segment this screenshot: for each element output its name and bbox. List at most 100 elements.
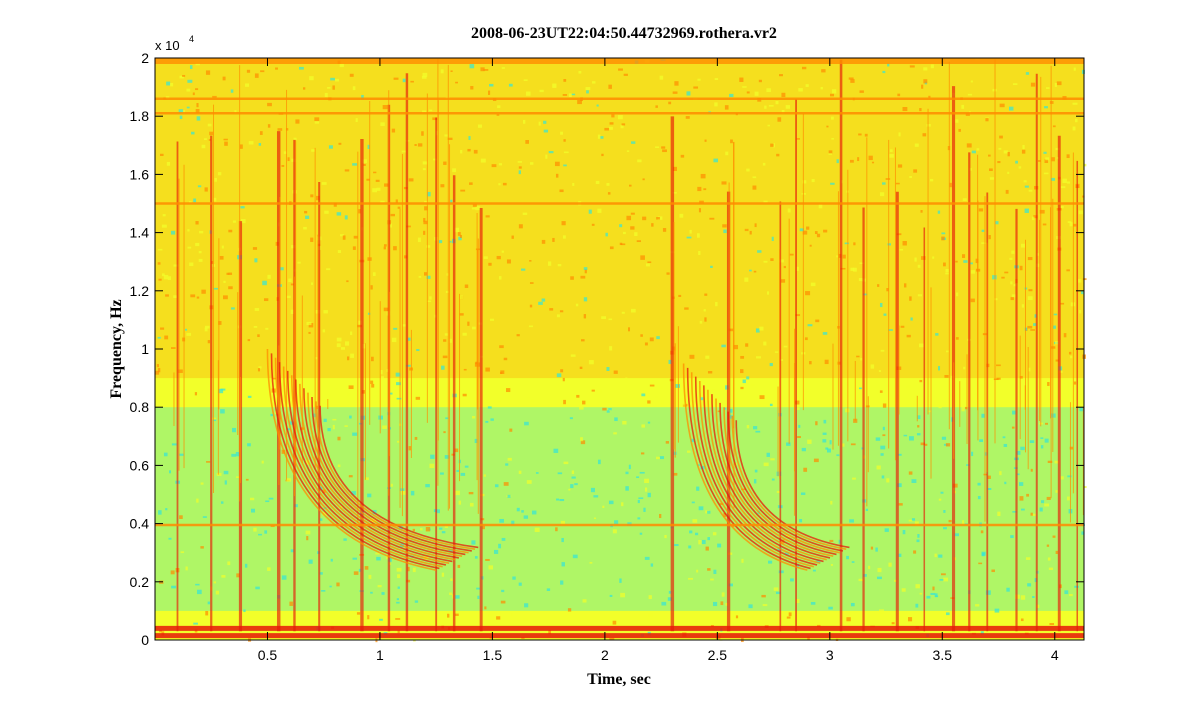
noise-speckle <box>754 469 758 473</box>
noise-speckle <box>1026 493 1030 497</box>
noise-speckle <box>508 83 513 87</box>
noise-speckle <box>568 93 572 97</box>
noise-speckle <box>498 183 501 186</box>
noise-speckle <box>721 592 725 597</box>
noise-speckle <box>599 388 603 394</box>
noise-speckle <box>823 229 828 233</box>
noise-speckle <box>379 618 383 621</box>
noise-speckle <box>668 359 672 364</box>
noise-speckle <box>280 267 284 271</box>
noise-speckle <box>644 487 648 492</box>
noise-speckle <box>327 428 331 432</box>
noise-speckle <box>739 77 744 82</box>
noise-speckle <box>623 231 626 235</box>
noise-speckle <box>967 93 973 96</box>
noise-speckle <box>636 240 641 243</box>
noise-speckle <box>290 630 293 634</box>
noise-speckle <box>290 549 294 553</box>
noise-speckle <box>370 380 374 384</box>
noise-speckle <box>848 77 854 80</box>
noise-speckle <box>347 356 350 361</box>
noise-speckle <box>457 232 461 236</box>
noise-speckle <box>597 459 601 465</box>
noise-speckle <box>170 82 174 87</box>
noise-speckle <box>699 200 704 204</box>
noise-speckle <box>1047 557 1051 561</box>
noise-speckle <box>391 337 397 343</box>
noise-speckle <box>305 215 310 219</box>
noise-speckle <box>807 324 813 327</box>
noise-speckle <box>365 477 369 481</box>
noise-speckle <box>1047 382 1050 386</box>
noise-speckle <box>170 570 175 575</box>
noise-speckle <box>811 178 815 183</box>
noise-speckle <box>167 276 172 281</box>
noise-speckle <box>179 453 184 456</box>
noise-speckle <box>877 284 880 287</box>
noise-speckle <box>771 478 775 481</box>
noise-speckle <box>742 379 746 384</box>
noise-speckle <box>529 260 532 262</box>
noise-speckle <box>471 326 476 330</box>
noise-speckle <box>417 143 423 147</box>
noise-speckle <box>556 314 560 318</box>
noise-speckle <box>204 327 208 332</box>
noise-speckle <box>908 471 913 475</box>
noise-speckle <box>203 138 207 140</box>
noise-speckle <box>631 308 636 313</box>
noise-speckle <box>443 431 446 434</box>
noise-speckle <box>707 537 711 541</box>
noise-speckle <box>490 418 494 421</box>
noise-speckle <box>783 345 788 348</box>
noise-speckle <box>795 598 800 604</box>
noise-speckle <box>543 120 547 124</box>
noise-speckle <box>352 86 356 91</box>
noise-speckle <box>862 293 868 296</box>
noise-speckle <box>760 613 764 617</box>
noise-speckle <box>397 206 401 209</box>
noise-speckle <box>522 618 528 622</box>
noise-speckle <box>721 631 726 635</box>
noise-speckle <box>221 245 224 249</box>
noise-speckle <box>921 256 926 260</box>
noise-speckle <box>270 413 274 417</box>
noise-speckle <box>878 370 881 373</box>
noise-speckle <box>538 301 543 305</box>
noise-speckle <box>597 134 601 139</box>
noise-speckle <box>886 478 890 483</box>
whistler-trace <box>295 379 459 559</box>
chart-title: 2008-06-23UT22:04:50.44732969.rothera.vr… <box>471 25 777 42</box>
noise-speckle <box>367 493 372 498</box>
noise-speckle <box>206 461 211 463</box>
noise-speckle <box>830 564 833 566</box>
noise-speckle <box>714 102 718 107</box>
noise-speckle <box>693 86 699 89</box>
whistler-trace <box>703 385 824 563</box>
noise-speckle <box>981 229 985 232</box>
noise-speckle <box>828 150 833 154</box>
noise-speckle <box>449 240 452 243</box>
noise-speckle <box>1012 83 1018 85</box>
noise-speckle <box>987 487 992 491</box>
noise-speckle <box>903 283 907 288</box>
noise-speckle <box>200 546 204 549</box>
noise-speckle <box>935 595 939 598</box>
noise-speckle <box>917 415 921 420</box>
noise-speckle <box>370 356 374 362</box>
noise-speckle <box>212 419 217 422</box>
noise-speckle <box>195 108 200 114</box>
noise-speckle <box>826 125 829 128</box>
noise-speckle <box>402 324 406 327</box>
noise-speckle <box>728 328 734 332</box>
noise-speckle <box>810 601 816 605</box>
noise-speckle <box>579 405 584 410</box>
noise-speckle <box>699 320 703 324</box>
noise-speckle <box>196 296 200 299</box>
noise-speckle <box>253 527 257 532</box>
noise-speckle <box>559 498 565 502</box>
noise-speckle <box>555 173 559 178</box>
noise-speckle <box>849 519 854 523</box>
noise-speckle <box>1083 163 1087 167</box>
noise-speckle <box>161 224 167 228</box>
noise-speckle <box>612 620 617 625</box>
